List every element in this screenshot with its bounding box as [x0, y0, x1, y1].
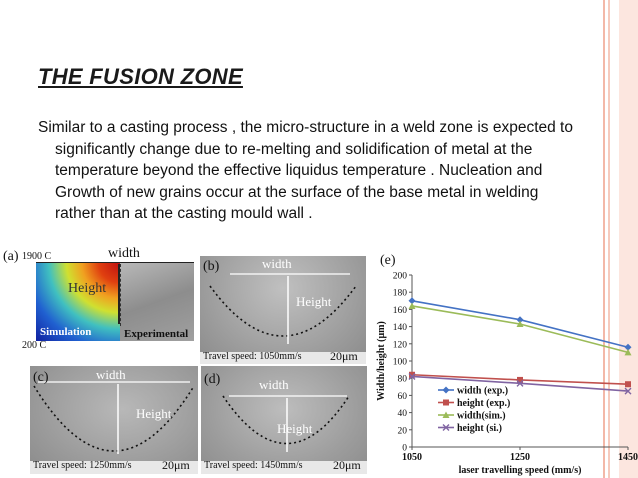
panel-a-height-arrow	[118, 264, 120, 324]
panel-c-image: (c) width Height Travel speed: 1250mm/s …	[30, 366, 198, 474]
slide-title: THE FUSION ZONE	[38, 64, 243, 89]
series-1-point	[516, 316, 524, 324]
series-4-point	[624, 387, 632, 395]
legend-entry: height (exp.)	[457, 398, 510, 409]
temp-low-label: 200 C	[22, 340, 47, 351]
panel-b-speed: Travel speed: 1050mm/s	[203, 351, 302, 362]
y-tick-label: 120	[393, 340, 408, 350]
series-3-point	[516, 320, 524, 328]
y-tick-label: 0	[402, 444, 407, 454]
panel-b-overlay	[200, 273, 366, 364]
legend-entry: height (si.)	[457, 423, 502, 434]
legend-swatch-marker	[442, 424, 450, 431]
series-2-point	[625, 381, 631, 388]
y-tick-label: 100	[393, 358, 408, 368]
panel-a-width-label: width	[108, 246, 140, 261]
simulation-label: Simulation	[40, 326, 92, 338]
temp-high-label: 1900 C	[22, 251, 52, 262]
legend-swatch-marker	[443, 399, 449, 406]
panel-c-label: (c)	[33, 370, 49, 385]
series-1-point	[408, 297, 416, 305]
experimental-label: Experimental	[124, 328, 189, 340]
legend-swatch-marker	[442, 411, 450, 418]
series-line-3	[411, 305, 629, 354]
decor-stripe-2	[608, 0, 610, 478]
series-4-point	[408, 372, 416, 380]
panel-d-speed: Travel speed: 1450mm/s	[204, 460, 303, 471]
panel-b-label: (b)	[203, 259, 220, 274]
panel-b-scale: 20μm	[330, 349, 358, 363]
y-tick-label: 180	[393, 289, 408, 299]
panel-c-speed: Travel speed: 1250mm/s	[33, 460, 132, 471]
series-2-point	[517, 376, 523, 383]
y-tick-label: 60	[398, 392, 408, 402]
panel-d-label: (d)	[204, 372, 221, 387]
panel-b-height-label: Height	[296, 294, 332, 309]
panel-d-scale: 20μm	[333, 458, 361, 472]
x-tick-label: 1250	[510, 452, 530, 463]
chart-panel-label: (e)	[380, 253, 396, 268]
legend-swatch-marker	[442, 386, 450, 394]
decor-stripe-1	[603, 0, 605, 478]
legend-entry: width(sim.)	[457, 411, 506, 422]
panel-c-overlay	[30, 381, 198, 474]
experimental-image	[120, 263, 194, 341]
panel-d-image: (d) width Height Travel speed: 1450mm/s …	[201, 366, 367, 474]
line-chart: (e) 0 20 40 60 80 100 120 140 160 180 200 1050 1250 14…	[376, 253, 638, 476]
y-tick-label: 80	[398, 375, 408, 385]
x-tick-label: 1450	[618, 452, 638, 463]
series-1-point	[624, 343, 632, 351]
panel-c-height-label: Height	[136, 406, 172, 421]
y-tick-label: 40	[398, 409, 408, 419]
series-4-point	[516, 379, 524, 387]
panel-b-width-label: width	[262, 256, 292, 271]
series-3-point	[624, 348, 632, 356]
slide-paragraph: Similar to a casting process , the micro…	[38, 119, 573, 223]
simulation-image	[36, 263, 120, 341]
y-tick-label: 160	[393, 306, 408, 316]
decor-stripe-3	[619, 0, 638, 478]
panel-c-scale: 20μm	[162, 458, 190, 472]
panel-c-width-label: width	[96, 367, 126, 382]
x-axis-label: laser travelling speed (mm/s)	[459, 465, 582, 476]
y-axis-label: Width/height (μm)	[376, 321, 387, 401]
panel-a-width-arrow	[36, 262, 194, 263]
panel-d-height-label: Height	[277, 421, 313, 436]
simulation-divider	[120, 264, 121, 326]
legend-entry: width (exp.)	[457, 386, 508, 397]
panel-a-label: (a)	[3, 249, 19, 264]
panel-a-height-label: Height	[68, 281, 107, 296]
y-tick-label: 140	[393, 323, 408, 333]
y-tick-label: 20	[398, 426, 408, 436]
panel-b-image: (b) width Height Travel speed: 1050mm/s …	[200, 256, 366, 364]
panel-d-width-label: width	[259, 377, 289, 392]
y-tick-label: 200	[393, 272, 408, 282]
series-2-point	[409, 371, 415, 378]
series-3-point	[408, 302, 416, 309]
x-tick-label: 1050	[402, 452, 422, 463]
panel-d-overlay	[201, 395, 367, 474]
